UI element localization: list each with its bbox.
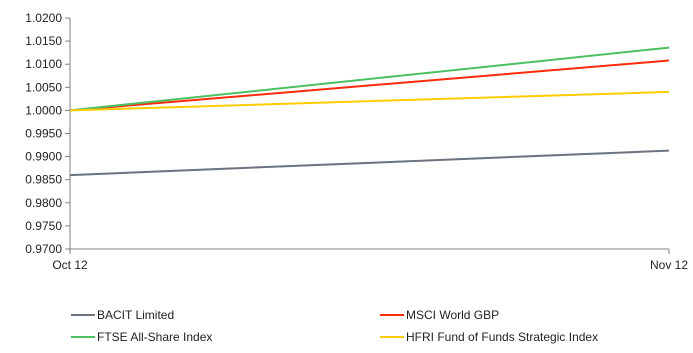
- y-tick-label: 0.9900: [25, 150, 62, 164]
- legend-swatch: [71, 314, 95, 316]
- y-tick-label: 0.9750: [25, 219, 62, 233]
- y-tick-label: 1.0100: [25, 57, 62, 71]
- y-tick-label: 0.9850: [25, 173, 62, 187]
- legend-item-0: BACIT Limited: [71, 307, 174, 323]
- legend-item-1: MSCI World GBP: [380, 307, 499, 323]
- chart-canvas: 1.0200 1.0150 1.0100 1.0050 1.0000 0.9950 0.99…: [25, 11, 688, 272]
- y-tick-label: 1.0050: [25, 80, 62, 94]
- y-tick-label: 0.9700: [25, 242, 62, 256]
- legend-label: HFRI Fund of Funds Strategic Index: [406, 330, 599, 344]
- x-tick-label: Oct 12: [52, 258, 88, 272]
- x-axis: Oct 12 Nov 12: [52, 248, 688, 272]
- series-line-3: [69, 90, 670, 112]
- x-tick-label: Nov 12: [650, 258, 688, 272]
- legend-label: FTSE All-Share Index: [97, 330, 213, 344]
- legend-item-2: FTSE All-Share Index: [71, 329, 212, 345]
- y-tick-label: 1.0150: [25, 34, 62, 48]
- y-tick-label: 1.0200: [25, 11, 62, 25]
- legend-swatch: [380, 336, 404, 338]
- series-line-0: [69, 149, 670, 177]
- series-lines: [69, 46, 670, 177]
- y-axis: 1.0200 1.0150 1.0100 1.0050 1.0000 0.9950 0.99…: [25, 11, 71, 256]
- legend-label: MSCI World GBP: [406, 308, 500, 322]
- series-line-1: [69, 59, 670, 112]
- y-tick-label: 0.9950: [25, 127, 62, 141]
- y-tick-label: 1.0000: [25, 103, 62, 117]
- legend-swatch: [380, 314, 404, 316]
- legend-item-3: HFRI Fund of Funds Strategic Index: [380, 329, 598, 345]
- series-line-2: [69, 46, 670, 112]
- legend-swatch: [71, 336, 95, 338]
- y-tick-label: 0.9800: [25, 196, 62, 210]
- legend-label: BACIT Limited: [97, 308, 175, 322]
